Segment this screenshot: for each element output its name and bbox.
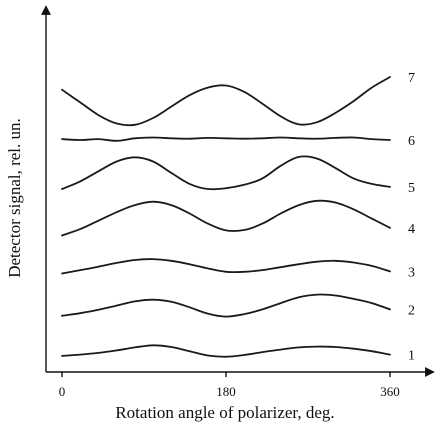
curve-label-3: 3: [408, 265, 415, 280]
curve-5: [61, 155, 391, 191]
curve-2: [61, 293, 391, 318]
curve-6: [61, 136, 391, 142]
curve-label-6: 6: [408, 134, 415, 149]
curve-labels: 1 2 3 4 5 6 7: [408, 71, 415, 364]
curve-label-5: 5: [408, 181, 415, 196]
curve-label-4: 4: [408, 222, 415, 237]
x-tick-label-360: 360: [380, 384, 400, 399]
x-ticks: 0 180 360: [59, 372, 400, 399]
curve-3: [61, 258, 391, 275]
curve-label-7: 7: [408, 71, 415, 86]
curve-4: [61, 199, 391, 237]
curve-1: [61, 344, 391, 358]
x-axis-title: Rotation angle of polarizer, deg.: [115, 403, 334, 422]
curve-7: [61, 76, 391, 127]
x-tick-label-0: 0: [59, 384, 66, 399]
y-axis-title: Detector signal, rel. un.: [5, 118, 24, 278]
curve-label-2: 2: [408, 303, 415, 318]
curves: [61, 76, 391, 358]
x-tick-label-180: 180: [216, 384, 236, 399]
curve-label-1: 1: [408, 349, 415, 364]
